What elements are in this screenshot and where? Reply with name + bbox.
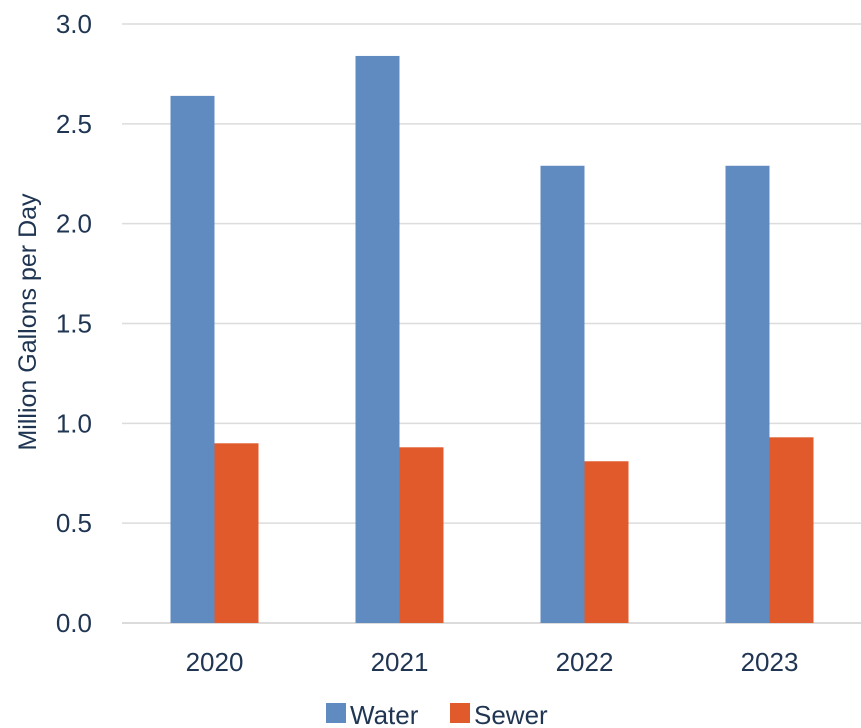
x-tick-label: 2021 — [371, 647, 429, 677]
bar-water-2023 — [725, 165, 770, 623]
legend-label-sewer: Sewer — [474, 700, 548, 728]
legend-swatch-water — [326, 703, 346, 723]
x-tick-label: 2020 — [186, 647, 244, 677]
bar-sewer-2021 — [399, 447, 444, 623]
legend: Water Sewer — [326, 700, 548, 728]
x-tick-label: 2022 — [556, 647, 614, 677]
bar-water-2022 — [540, 165, 585, 623]
y-tick-label: 2.0 — [56, 209, 92, 239]
bar-water-2020 — [170, 95, 215, 623]
legend-swatch-sewer — [450, 703, 470, 723]
y-tick-label: 0.5 — [56, 508, 92, 538]
legend-label-water: Water — [350, 700, 419, 728]
bars — [170, 55, 814, 624]
y-tick-label: 1.0 — [56, 408, 92, 438]
bar-sewer-2020 — [214, 443, 259, 623]
bar-sewer-2022 — [584, 461, 629, 623]
y-tick-label: 3.0 — [56, 9, 92, 39]
bar-water-2021 — [355, 55, 400, 624]
bar-sewer-2023 — [769, 437, 814, 623]
y-axis-title: Million Gallons per Day — [14, 193, 42, 451]
y-tick-label: 1.5 — [56, 309, 92, 339]
x-tick-label: 2023 — [741, 647, 799, 677]
y-tick-labels: 0.0 0.5 1.0 1.5 2.0 2.5 3.0 — [56, 9, 92, 638]
y-tick-label: 0.0 — [56, 608, 92, 638]
y-tick-label: 2.5 — [56, 109, 92, 139]
x-tick-labels: 2020 2021 2022 2023 — [186, 647, 799, 677]
